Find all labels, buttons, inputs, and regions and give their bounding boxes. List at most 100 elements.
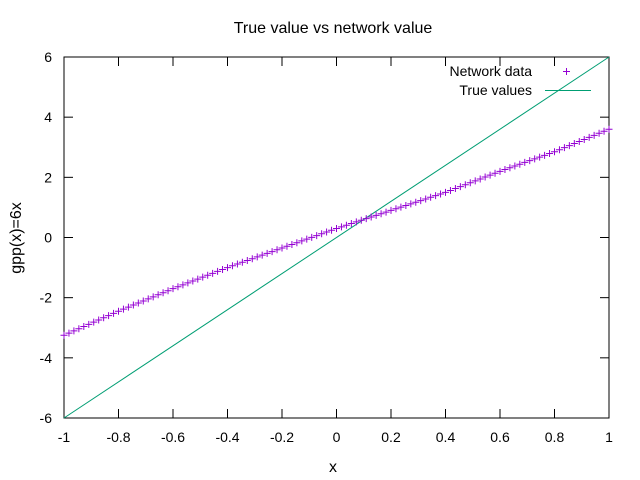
network-data-point — [154, 291, 162, 299]
network-data-point — [248, 255, 256, 263]
x-tick-label-3: -0.4 — [215, 429, 239, 445]
network-data-point — [253, 253, 261, 261]
network-data-point — [219, 265, 227, 273]
x-tick-label-10: 1 — [605, 429, 613, 445]
network-data-point — [541, 151, 549, 159]
network-data-point — [298, 237, 306, 245]
network-data-point — [387, 206, 395, 214]
network-data-point — [337, 223, 345, 231]
x-tick-label-0: -1 — [58, 429, 71, 445]
network-data-point — [506, 164, 514, 172]
network-data-point — [595, 129, 603, 137]
network-data-point — [233, 260, 241, 268]
network-data-point — [115, 307, 122, 315]
y-tick-label-2: -2 — [40, 290, 53, 306]
network-data-point — [476, 175, 484, 183]
network-data-point — [565, 142, 573, 150]
y-tick-label-6: 6 — [44, 49, 52, 65]
network-data-point — [328, 226, 336, 234]
network-data-point — [560, 144, 568, 152]
network-data-point — [442, 188, 449, 196]
network-data-point — [511, 162, 519, 170]
network-data-point — [491, 169, 499, 177]
network-data-point — [80, 323, 88, 331]
network-data-point — [199, 273, 207, 281]
plot-area: -1 -0.8 -0.6 -0.4 -0.2 0 0.2 0.4 0.6 0.8 1 -6 -4 -2 0 2… — [40, 49, 614, 445]
network-data-point — [174, 283, 182, 291]
network-data-point — [580, 135, 588, 143]
x-tick-label-1: -0.8 — [106, 429, 130, 445]
network-data-point — [65, 329, 73, 337]
network-data-point — [392, 205, 400, 213]
network-data-point — [283, 242, 291, 250]
series-true-values-line — [63, 56, 610, 419]
network-data-point — [456, 183, 464, 191]
x-tick-label-9: 0.8 — [545, 429, 565, 445]
network-data-point — [144, 295, 152, 303]
network-data-point — [352, 218, 360, 226]
network-data-point — [184, 279, 192, 287]
network-data-point — [417, 197, 425, 205]
network-data-point — [119, 305, 127, 313]
network-data-point — [600, 127, 608, 135]
network-data-point — [238, 258, 246, 266]
network-data-point — [313, 232, 321, 240]
y-tick-label-3: 0 — [44, 230, 52, 246]
network-data-point — [555, 146, 563, 154]
network-data-point — [486, 171, 494, 179]
network-data-point — [427, 193, 435, 201]
network-data-point — [501, 166, 509, 174]
y-tick-label-4: 2 — [44, 169, 52, 185]
legend-label-network-data: Network data — [450, 63, 533, 79]
network-data-point — [481, 173, 489, 181]
network-data-point — [590, 131, 598, 139]
network-data-point — [110, 309, 118, 317]
network-data-point — [273, 246, 281, 254]
network-data-point — [179, 281, 187, 289]
network-data-point — [407, 200, 415, 208]
network-data-point — [546, 150, 554, 158]
network-data-point — [204, 271, 212, 279]
network-data-point — [496, 167, 504, 175]
network-data-point — [347, 220, 355, 228]
legend-label-true-values: True values — [459, 82, 532, 98]
network-data-point — [377, 210, 385, 218]
network-data-point — [189, 277, 197, 285]
network-data-point — [521, 158, 529, 166]
chart-title: True value vs network value — [234, 20, 433, 37]
network-data-point — [323, 228, 331, 236]
network-data-point — [303, 235, 311, 243]
network-data-point — [194, 275, 202, 283]
network-data-point — [397, 203, 405, 211]
network-data-point — [124, 303, 132, 311]
network-data-point — [278, 244, 286, 252]
network-data-point — [129, 301, 137, 309]
network-data-point — [466, 179, 474, 187]
network-data-point — [85, 320, 93, 328]
x-tick-label-4: -0.2 — [270, 429, 294, 445]
network-data-point — [90, 318, 98, 326]
network-data-point — [437, 190, 445, 198]
network-data-point — [333, 224, 340, 232]
network-data-point — [209, 269, 217, 277]
network-data-point — [159, 289, 167, 297]
x-axis-label: x — [329, 459, 337, 476]
network-data-point — [422, 195, 430, 203]
y-axis-label: gpp(x)=6x — [8, 202, 25, 274]
network-data-point — [402, 202, 410, 210]
network-data-point — [461, 181, 469, 189]
network-data-point — [134, 299, 142, 307]
network-data-point — [214, 267, 222, 275]
network-data-point — [149, 293, 157, 301]
x-tick-label-7: 0.4 — [436, 429, 456, 445]
network-data-point — [139, 297, 147, 305]
network-data-point — [516, 160, 524, 168]
y-tick-label-1: -4 — [40, 350, 53, 366]
network-data-point — [100, 314, 108, 322]
legend: Network data True values — [450, 63, 591, 98]
y-tick-label-0: -6 — [40, 410, 53, 426]
network-data-point — [451, 185, 459, 193]
network-data-point — [412, 198, 420, 206]
network-data-point — [288, 240, 296, 248]
